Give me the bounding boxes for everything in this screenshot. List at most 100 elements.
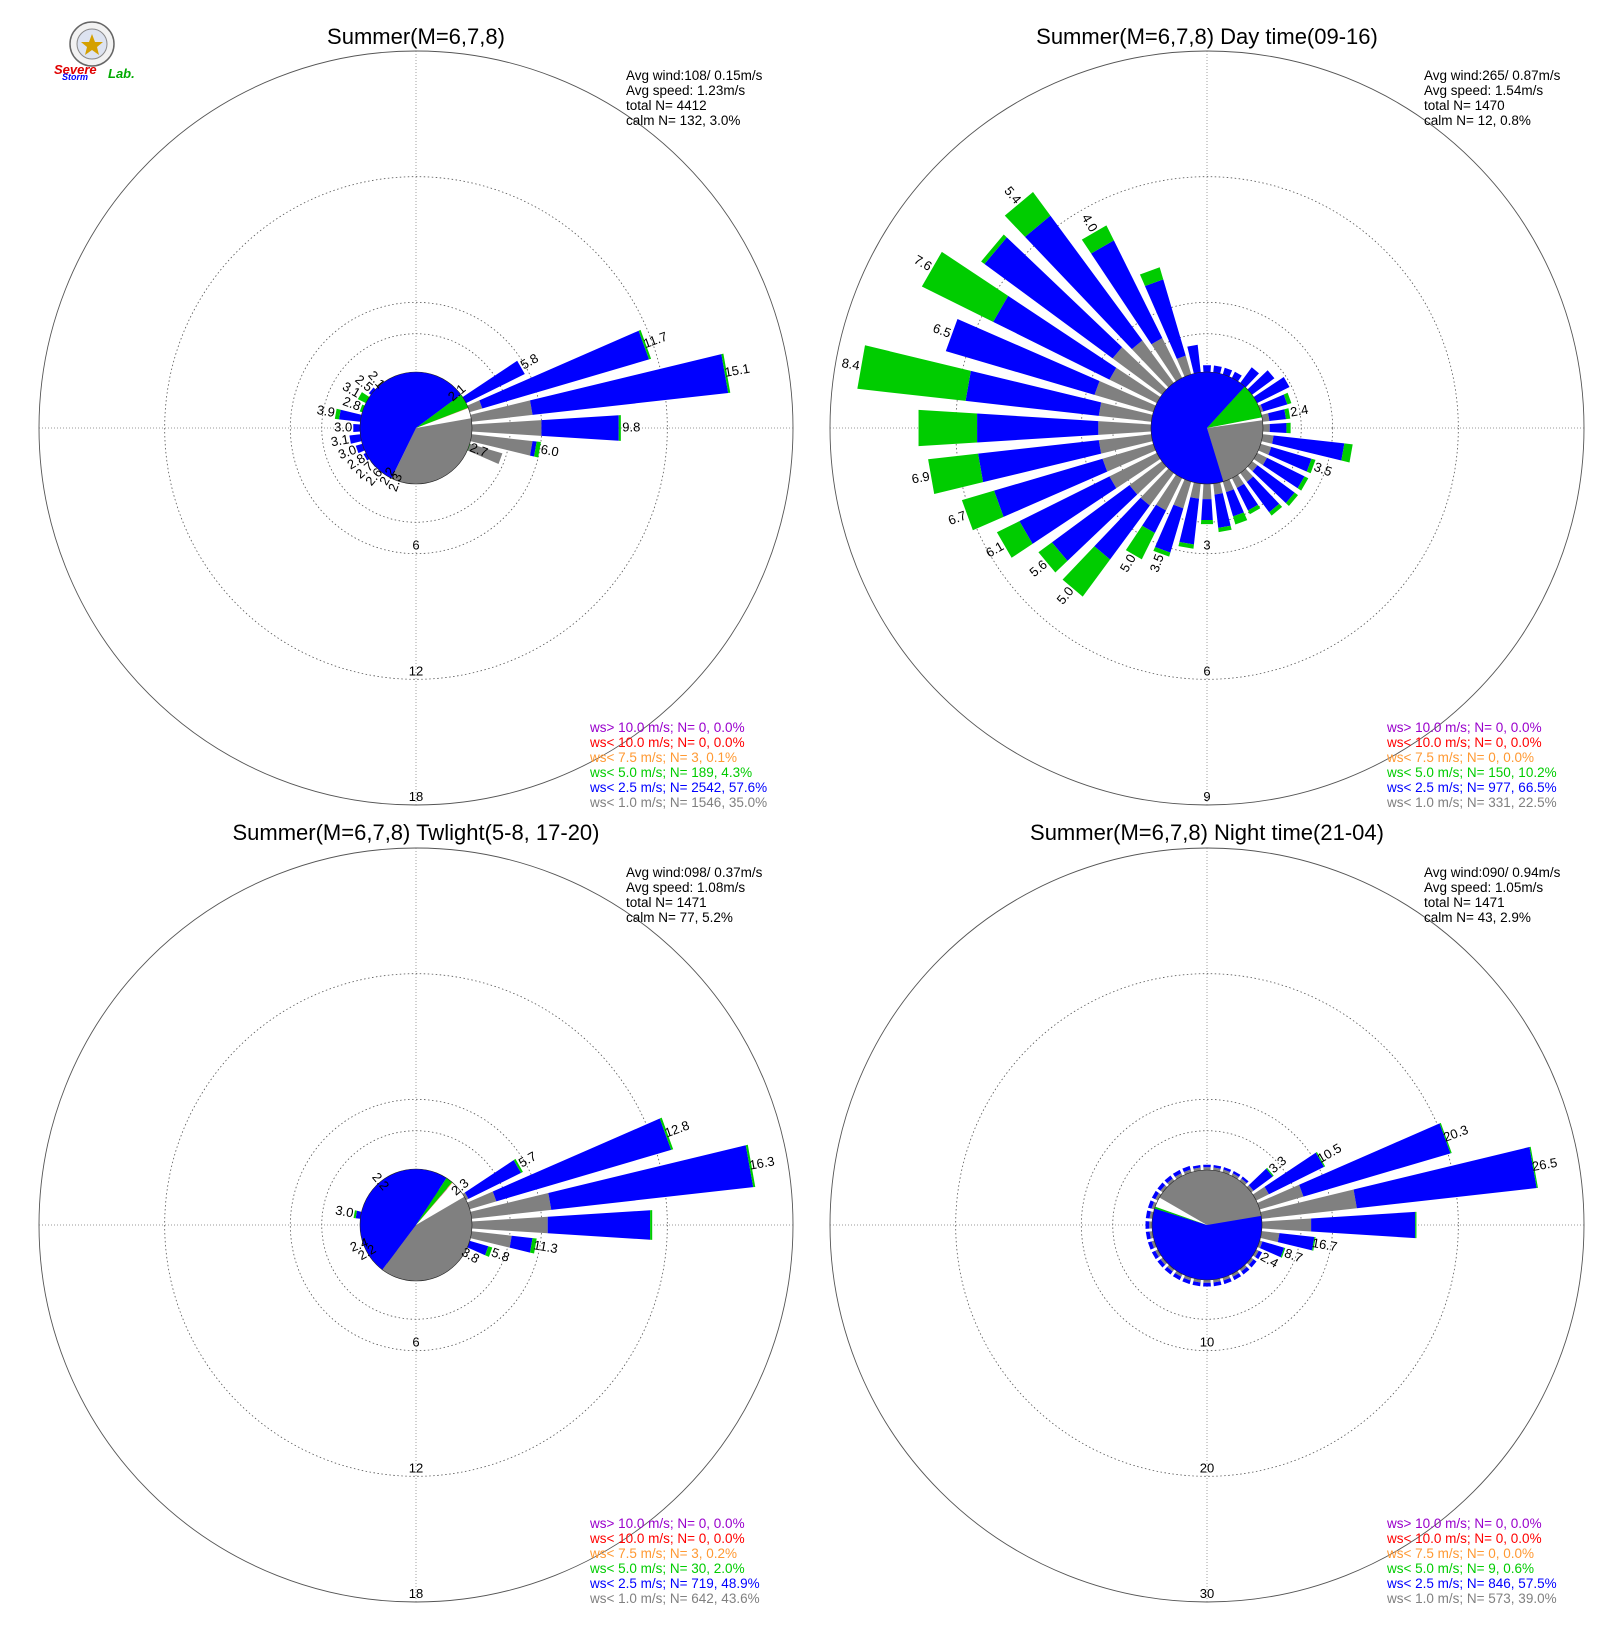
legend-entry-ws-lt-10: ws< 10.0 m/s; N= 0, 0.0% — [589, 735, 745, 750]
bar-lt-5-dir-80 — [1284, 408, 1291, 420]
bar-lt-2-5-dir-250 — [994, 458, 1108, 517]
legend-entry-ws-lt-2-5: ws< 2.5 m/s; N= 2542, 57.6% — [589, 780, 767, 795]
ring-label: 10 — [1200, 1335, 1214, 1350]
bar-lt-2-5-dir-90 — [541, 415, 619, 441]
bar-lt-2-5-dir-160 — [1223, 1277, 1232, 1285]
bar-label-dir-290: 6.5 — [931, 320, 953, 340]
info-line: Avg speed: 1.54m/s — [1424, 83, 1543, 98]
bar-lt-5-dir-240 — [996, 521, 1033, 558]
legend-entry-ws-lt-7-5: ws< 7.5 m/s; N= 3, 0.2% — [589, 1546, 737, 1561]
bar-lt-2-5-dir-100 — [509, 1235, 533, 1253]
bar-lt-2-5-dir-160 — [1225, 489, 1244, 517]
info-line: total N= 1471 — [1424, 895, 1505, 910]
bar-lt-2-5-dir-190 — [1179, 497, 1200, 545]
bar-lt-2-5-dir-120 — [1255, 1250, 1263, 1260]
bar-label-dir-80: 26.5 — [1531, 1155, 1559, 1174]
bar-label-dir-110: 8.7 — [1283, 1245, 1305, 1265]
info-line: total N= 1470 — [1424, 98, 1505, 113]
center-pie-ws-lt-2-5 — [1152, 1208, 1263, 1281]
bar-lt-2-5-dir-80 — [1353, 1146, 1537, 1209]
center-pie-outline — [1150, 371, 1264, 485]
bar-lt-2-5-dir-60 — [450, 360, 525, 410]
bar-label-dir-100: 6.0 — [540, 442, 560, 460]
center-pie-ws-lt-1 — [1207, 420, 1264, 482]
bar-lt-2-5-dir-260 — [978, 440, 1102, 483]
bar-label-dir-280: 3.0 — [334, 1202, 354, 1220]
bar-lt-2-5-dir-70 — [492, 1118, 672, 1202]
info-line: total N= 1471 — [626, 895, 707, 910]
bar-lt-5-dir-160 — [1233, 512, 1248, 525]
bar-lt-5-dir-270 — [918, 409, 978, 447]
ring-label: 18 — [409, 789, 423, 804]
center-pie-calm — [416, 1182, 465, 1225]
legend-entry-ws-lt-10: ws< 10.0 m/s; N= 0, 0.0% — [589, 1531, 745, 1546]
bar-lt-1-dir-90 — [416, 1216, 548, 1234]
bar-label-dir-290: 2.8 — [341, 393, 363, 413]
bar-lt-2-5-dir-80 — [1268, 409, 1287, 421]
bar-lt-5-dir-90 — [650, 1210, 653, 1240]
bar-lt-2-5-dir-260 — [1145, 1231, 1151, 1240]
bar-label-dir-280: 8.4 — [841, 355, 861, 373]
legend-entry-ws-gt-10: ws> 10.0 m/s; N= 0, 0.0% — [1386, 1516, 1542, 1531]
center-pie-calm — [1207, 417, 1263, 428]
bar-lt-2-5-dir-0 — [1203, 1164, 1211, 1168]
bar-lt-2-5-dir-230 — [1157, 1259, 1166, 1268]
bar-lt-5-dir-310 — [981, 234, 1007, 264]
legend-entry-ws-lt-2-5: ws< 2.5 m/s; N= 719, 48.9% — [589, 1576, 760, 1591]
legend-entry-ws-lt-5: ws< 5.0 m/s; N= 9, 0.6% — [1386, 1561, 1534, 1576]
bar-lt-5-dir-100 — [534, 441, 541, 458]
bar-lt-2-5-dir-240 — [1151, 1250, 1159, 1260]
logo-star-icon — [81, 34, 103, 55]
bar-lt-5-dir-90 — [618, 415, 621, 441]
bar-lt-2-5-dir-60 — [1252, 377, 1290, 404]
info-line: Avg speed: 1.23m/s — [626, 83, 745, 98]
bar-label-dir-90: 9.8 — [622, 419, 640, 434]
bar-lt-5-dir-110 — [1280, 1247, 1286, 1258]
bar-lt-2-5-dir-300 — [1151, 1190, 1159, 1200]
bar-label-dir-200: 2.3 — [385, 471, 405, 493]
bar-lt-2-5-dir-140 — [1241, 1266, 1250, 1275]
bar-lt-2-5-dir-210 — [1142, 504, 1167, 534]
bar-label-dir-70: 20.3 — [1441, 1122, 1470, 1145]
legend-entry-ws-lt-5: ws< 5.0 m/s; N= 30, 2.0% — [589, 1561, 745, 1576]
info-line: Avg wind:090/ 0.94m/s — [1424, 865, 1561, 880]
bar-lt-5-dir-70 — [1439, 1122, 1452, 1154]
bar-lt-5-dir-60 — [1315, 1151, 1326, 1167]
bar-lt-2-5-dir-10 — [1213, 1165, 1222, 1169]
info-line: Avg speed: 1.05m/s — [1424, 880, 1543, 895]
bar-lt-2-5-dir-220 — [1094, 497, 1150, 560]
bar-lt-2-5-dir-330 — [1172, 1169, 1182, 1177]
center-pie-ws-lt-5 — [1207, 386, 1262, 428]
bar-lt-2-5-dir-80 — [530, 354, 729, 415]
bar-lt-5-dir-100 — [1341, 443, 1353, 463]
bar-lt-2-5-dir-210 — [1172, 1273, 1182, 1281]
legend-entry-ws-lt-10: ws< 10.0 m/s; N= 0, 0.0% — [1386, 1531, 1542, 1546]
bar-lt-5-dir-130 — [1285, 492, 1299, 506]
center-pie-outline — [359, 371, 473, 485]
logo-text-storm: Storm — [62, 72, 88, 82]
bar-lt-5-dir-260 — [928, 453, 984, 494]
bar-lt-2-5-dir-100 — [530, 441, 537, 457]
bar-lt-2-5-dir-170 — [1214, 493, 1231, 528]
bar-label-dir-270: 3.0 — [334, 419, 352, 434]
ring-label: 30 — [1200, 1586, 1214, 1601]
bar-lt-2-5-dir-80 — [548, 1145, 754, 1210]
bar-lt-2-5-dir-60 — [464, 1160, 522, 1199]
bar-lt-2-5-dir-70 — [1299, 1123, 1451, 1197]
center-pie-ws-lt-5 — [1154, 1206, 1207, 1225]
ring-label: 9 — [1203, 789, 1210, 804]
bar-lt-5-dir-340 — [1139, 267, 1164, 286]
range-ring — [164, 176, 668, 680]
bar-label-dir-70: 12.8 — [662, 1118, 691, 1141]
center-pie-ws-lt-1 — [391, 418, 472, 484]
bar-lt-2-5-dir-90 — [1269, 423, 1287, 433]
ring-label: 18 — [409, 1586, 423, 1601]
bar-label-dir-260: 3.1 — [330, 431, 350, 449]
bar-label-dir-70: 11.7 — [641, 329, 669, 351]
bar-lt-5-dir-250 — [961, 490, 1004, 531]
bar-label-dir-200: 3.5 — [1147, 552, 1167, 574]
bar-label-dir-250: 2.4 — [348, 1234, 370, 1254]
